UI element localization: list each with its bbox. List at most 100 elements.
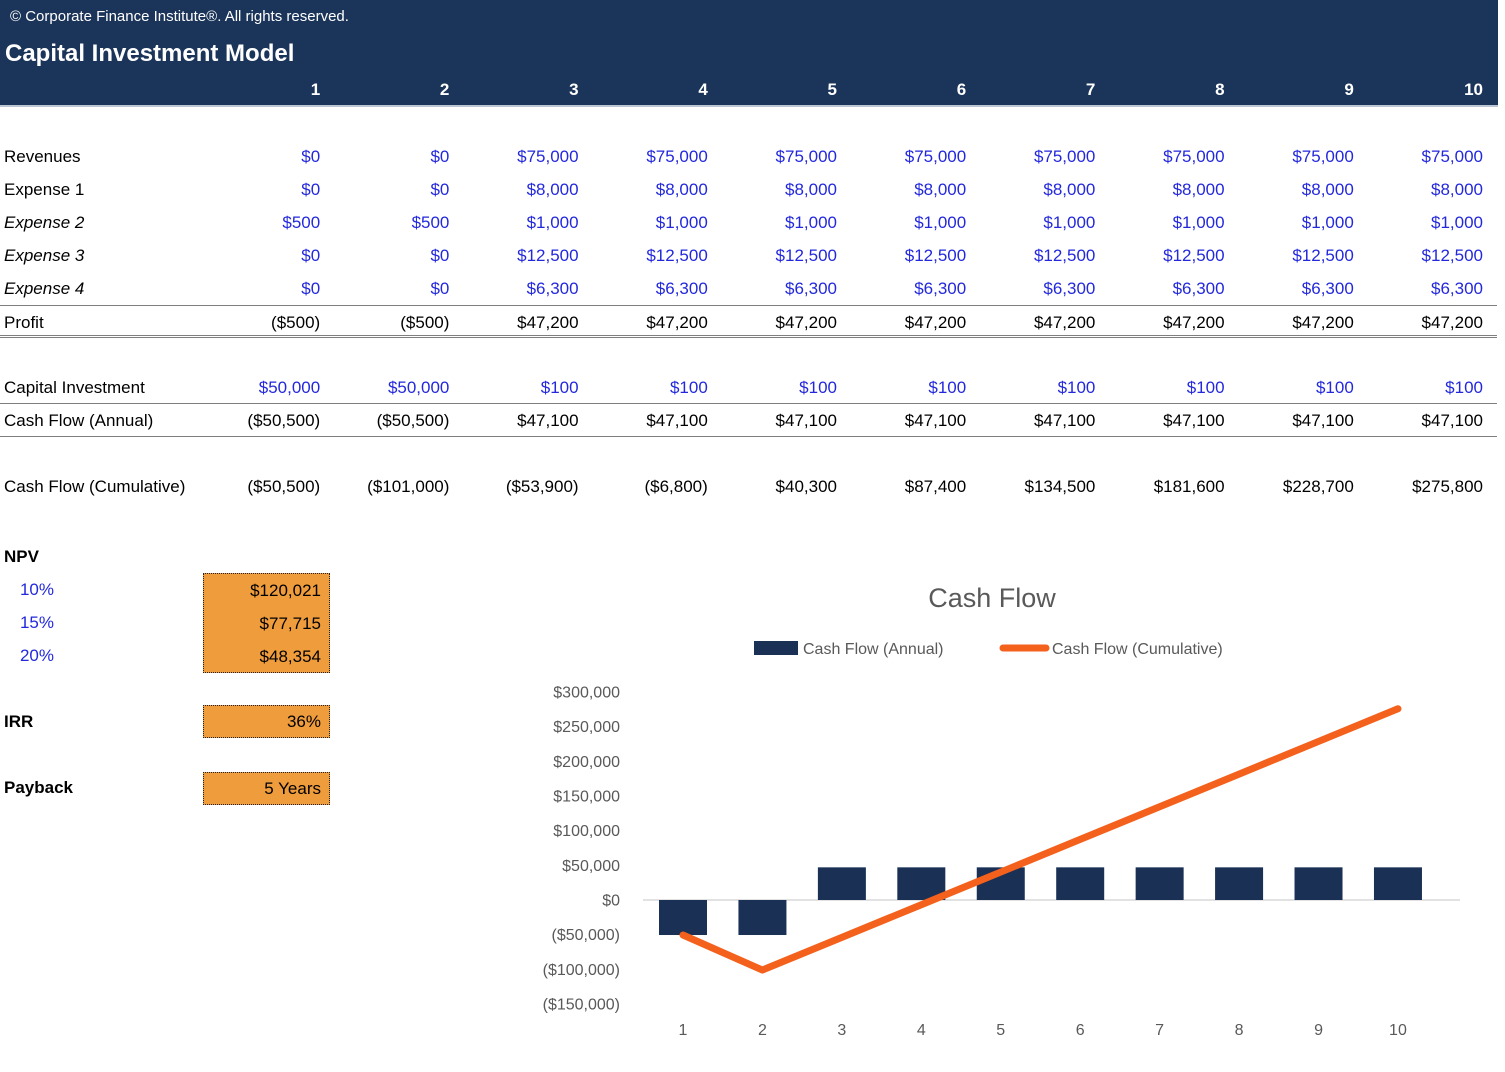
row-label[interactable]: Expense 1 — [4, 180, 85, 199]
table-cell[interactable]: $100 — [928, 378, 967, 397]
table-cell[interactable]: ($6,800) — [644, 477, 708, 496]
table-cell[interactable]: $47,200 — [1163, 313, 1225, 332]
table-cell[interactable]: $47,200 — [1033, 313, 1096, 332]
table-cell[interactable]: $47,100 — [775, 411, 837, 430]
table-cell[interactable]: $47,100 — [646, 411, 708, 430]
table-cell[interactable]: ($50,500) — [247, 411, 321, 430]
table-cell[interactable]: $8,000 — [784, 180, 837, 199]
table-cell[interactable]: $8,000 — [526, 180, 579, 199]
table-cell[interactable]: ($500) — [271, 313, 321, 332]
table-cell[interactable]: $1,000 — [526, 213, 579, 232]
table-cell[interactable]: $12,500 — [1163, 246, 1225, 265]
table-cell[interactable]: $12,500 — [1292, 246, 1354, 265]
npv-values-box[interactable]: $120,021 $77,715 $48,354 — [203, 573, 330, 673]
table-cell[interactable]: $6,300 — [1301, 279, 1354, 298]
year-column-header[interactable]: 7 — [1085, 80, 1096, 99]
row-label[interactable]: Revenues — [4, 147, 81, 166]
table-cell[interactable]: $47,200 — [775, 313, 837, 332]
table-cell[interactable]: $75,000 — [904, 147, 967, 166]
table-cell[interactable]: $12,500 — [904, 246, 967, 265]
table-cell[interactable]: $1,000 — [1301, 213, 1354, 232]
npv-value[interactable]: $120,021 — [250, 581, 321, 600]
table-cell[interactable]: $100 — [540, 378, 579, 397]
table-cell[interactable]: $0 — [301, 246, 321, 265]
table-cell[interactable]: $47,100 — [1033, 411, 1096, 430]
table-cell[interactable]: $100 — [1186, 378, 1225, 397]
table-cell[interactable]: $6,300 — [914, 279, 967, 298]
year-column-header[interactable]: 3 — [569, 80, 579, 99]
table-cell[interactable]: $47,100 — [904, 411, 967, 430]
cash-flow-chart[interactable]: Cash Flow Cash Flow (Annual) Cash Flow (Cu… — [520, 570, 1505, 1070]
table-cell[interactable]: $12,500 — [517, 246, 579, 265]
row-label[interactable]: Cash Flow (Annual) — [4, 411, 154, 430]
table-cell[interactable]: ($50,500) — [247, 477, 321, 496]
table-cell[interactable]: $47,200 — [904, 313, 967, 332]
table-cell[interactable]: $181,600 — [1153, 477, 1225, 496]
npv-rate-label[interactable]: 10% — [19, 580, 54, 599]
table-cell[interactable]: $0 — [301, 279, 321, 298]
year-column-header[interactable]: 4 — [698, 80, 708, 99]
table-cell[interactable]: $0 — [430, 279, 450, 298]
table-cell[interactable]: $47,200 — [1421, 313, 1483, 332]
table-cell[interactable]: $8,000 — [1301, 180, 1354, 199]
row-label[interactable]: Cash Flow (Cumulative) — [4, 477, 186, 496]
table-cell[interactable]: $87,400 — [904, 477, 967, 496]
year-column-header[interactable]: 10 — [1464, 80, 1483, 99]
table-cell[interactable]: $75,000 — [1421, 147, 1483, 166]
table-cell[interactable]: $12,500 — [1421, 246, 1483, 265]
table-cell[interactable]: $8,000 — [655, 180, 708, 199]
row-label[interactable]: Expense 4 — [4, 279, 85, 298]
year-column-header[interactable]: 8 — [1215, 80, 1225, 99]
table-cell[interactable]: $75,000 — [775, 147, 837, 166]
table-cell[interactable]: $6,300 — [784, 279, 837, 298]
year-column-header[interactable]: 1 — [310, 80, 321, 99]
table-cell[interactable]: $47,100 — [1163, 411, 1225, 430]
table-cell[interactable]: $40,300 — [775, 477, 837, 496]
table-cell[interactable]: $47,200 — [1292, 313, 1354, 332]
row-label[interactable]: Profit — [4, 313, 44, 332]
table-cell[interactable]: $1,000 — [655, 213, 708, 232]
table-cell[interactable]: $75,000 — [646, 147, 708, 166]
table-cell[interactable]: ($53,900) — [505, 477, 579, 496]
table-cell[interactable]: $6,300 — [1043, 279, 1096, 298]
table-cell[interactable]: $47,200 — [517, 313, 579, 332]
table-cell[interactable]: $0 — [430, 246, 450, 265]
table-cell[interactable]: $6,300 — [655, 279, 708, 298]
payback-value-box[interactable]: 5 Years — [203, 772, 330, 805]
table-cell[interactable]: $100 — [799, 378, 837, 397]
table-cell[interactable]: $12,500 — [775, 246, 837, 265]
table-cell[interactable]: $100 — [1445, 378, 1483, 397]
year-column-header[interactable]: 9 — [1344, 80, 1354, 99]
table-cell[interactable]: ($101,000) — [367, 477, 450, 496]
table-cell[interactable]: $8,000 — [914, 180, 967, 199]
table-cell[interactable]: $1,000 — [1172, 213, 1225, 232]
table-cell[interactable]: $50,000 — [258, 378, 321, 397]
table-cell[interactable]: ($500) — [400, 313, 450, 332]
table-cell[interactable]: $100 — [1315, 378, 1354, 397]
table-cell[interactable]: $6,300 — [526, 279, 579, 298]
table-cell[interactable]: $100 — [669, 378, 708, 397]
table-cell[interactable]: $500 — [411, 213, 450, 232]
table-cell[interactable]: $1,000 — [1043, 213, 1096, 232]
table-cell[interactable]: $500 — [282, 213, 321, 232]
npv-value[interactable]: $48,354 — [259, 647, 321, 666]
row-label[interactable]: Capital Investment — [4, 378, 145, 397]
table-cell[interactable]: $1,000 — [1430, 213, 1483, 232]
table-cell[interactable]: $100 — [1057, 378, 1096, 397]
table-cell[interactable]: $75,000 — [1163, 147, 1225, 166]
table-cell[interactable]: $8,000 — [1430, 180, 1483, 199]
table-cell[interactable]: $6,300 — [1172, 279, 1225, 298]
npv-rate-label[interactable]: 15% — [19, 613, 54, 632]
table-cell[interactable]: $75,000 — [517, 147, 579, 166]
year-column-header[interactable]: 6 — [956, 80, 967, 99]
table-cell[interactable]: $228,700 — [1282, 477, 1354, 496]
table-cell[interactable]: $50,000 — [387, 378, 450, 397]
table-cell[interactable]: $75,000 — [1292, 147, 1354, 166]
table-cell[interactable]: $47,200 — [646, 313, 708, 332]
table-cell[interactable]: $1,000 — [914, 213, 967, 232]
table-cell[interactable]: $12,500 — [646, 246, 708, 265]
table-cell[interactable]: $47,100 — [517, 411, 579, 430]
irr-value-box[interactable]: 36% — [203, 705, 330, 738]
year-column-header[interactable]: 2 — [439, 80, 450, 99]
npv-value[interactable]: $77,715 — [259, 614, 321, 633]
